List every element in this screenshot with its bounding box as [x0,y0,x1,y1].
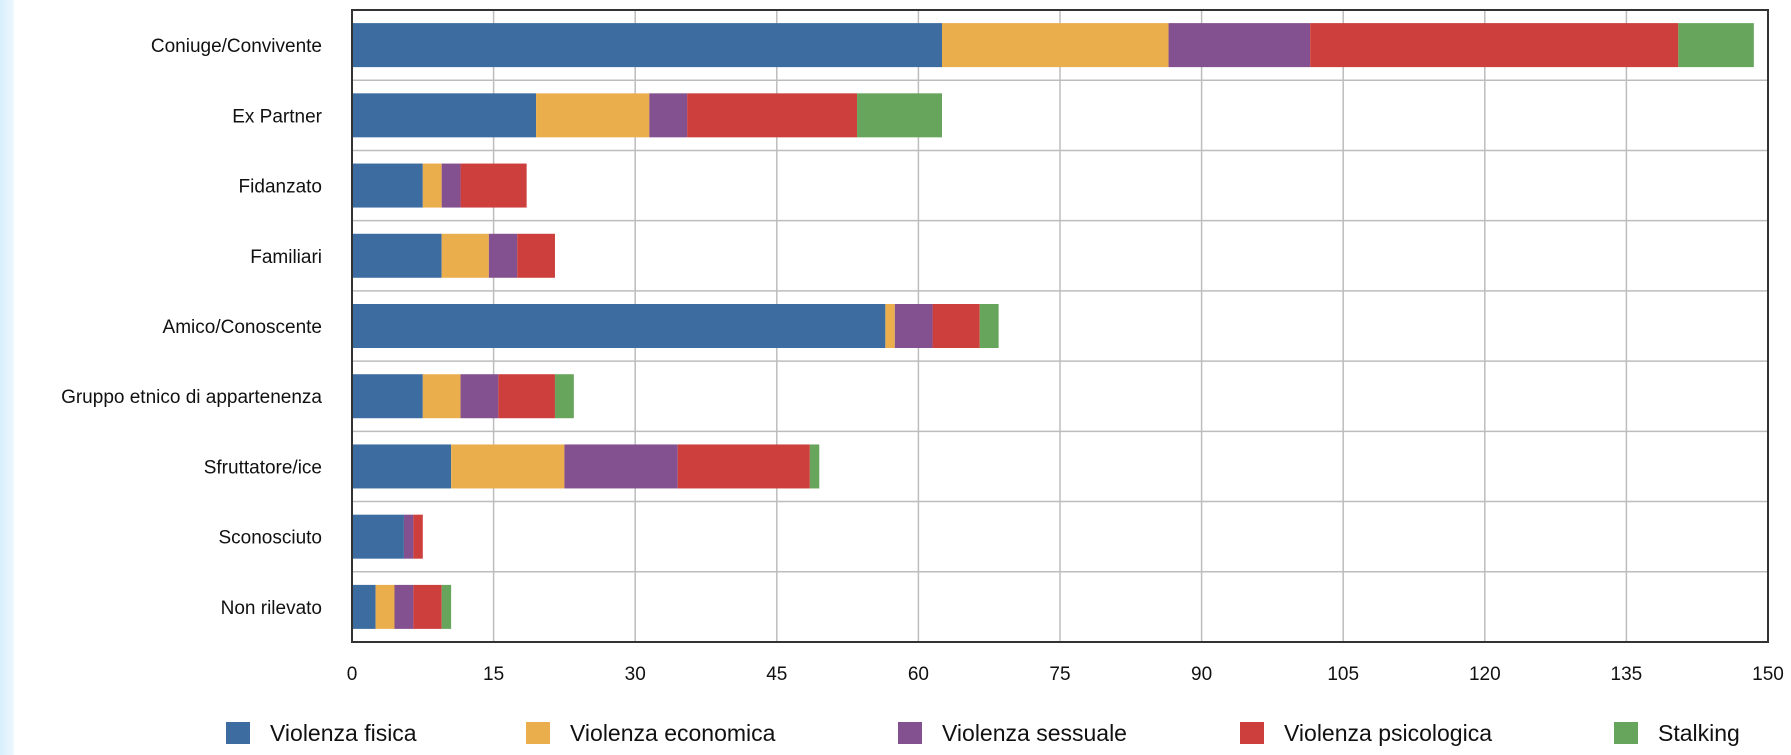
bar-segment [352,93,537,138]
bar-segment [536,93,650,138]
bar-segment [352,444,452,489]
bar-segment [885,304,895,348]
bar-segment [554,374,574,419]
legend-swatch [898,722,922,744]
bar-segment [413,514,423,559]
legend-label: Violenza sessuale [942,719,1127,746]
category-label: Familiari [250,247,322,268]
bar-segment [517,233,555,278]
legend-label: Violenza psicologica [1284,719,1492,746]
x-tick-label: 120 [1469,664,1501,685]
bar-segment [677,444,810,489]
legend-label: Violenza economica [570,719,776,746]
category-label: Sfruttatore/ice [204,457,322,478]
bar-segment [1678,23,1754,68]
legend-label: Violenza fisica [270,719,417,746]
legend-swatch [526,722,550,744]
left-edge-decoration [0,0,14,755]
legend-item: Stalking [1614,716,1740,750]
plot-frame [351,9,1769,643]
stacked-bar-chart: Coniuge/Convivente Ex Partner Fidanzato Fam… [61,9,1784,685]
bar-segment [932,304,980,348]
x-tick-label: 90 [1191,664,1212,685]
x-tick-label: 15 [483,664,504,685]
bar-segment [451,444,565,489]
bar-segment [979,304,999,348]
x-tick-label: 135 [1611,664,1643,685]
bar-segment [460,163,527,208]
legend-swatch [1240,722,1264,744]
legend-item: Violenza fisica [226,716,417,750]
legend: Violenza fisica Violenza economica Violenz… [0,716,1791,750]
bar-segment [403,514,414,559]
category-label: Non rilevato [221,598,322,619]
bar-segment [649,93,688,138]
category-label: Fidanzato [239,177,322,198]
bar-segment [687,93,858,138]
bar-segment [441,233,489,278]
category-label: Amico/Conoscente [163,317,322,338]
bar-segment [942,23,1169,68]
bar-segment [352,514,404,559]
category-labels: Coniuge/Convivente Ex Partner Fidanzato Fam… [61,36,323,619]
bar-segment [1168,23,1311,68]
bar-segment [564,444,678,489]
category-label: Ex Partner [232,106,322,127]
bar-segment [352,23,942,68]
legend-item: Violenza sessuale [898,716,1127,750]
bar-segment [488,233,518,278]
x-tick-label: 0 [347,664,358,685]
legend-swatch [1614,722,1638,744]
bar-segment [460,374,499,419]
x-tick-label: 150 [1752,664,1784,685]
bar-segment [352,584,376,629]
bar-segment [352,163,423,208]
category-label: Coniuge/Convivente [151,36,322,57]
x-tick-label: 105 [1327,664,1359,685]
legend-item: Violenza psicologica [1240,716,1492,750]
bar-segment [422,374,461,419]
bar-segment [857,93,942,138]
x-tick-label: 75 [1049,664,1070,685]
legend-swatch [226,722,250,744]
bars [352,23,1754,629]
bar-segment [894,304,933,348]
category-label: Sconosciuto [218,528,322,549]
legend-item: Violenza economica [526,716,775,750]
bar-segment [498,374,555,419]
x-tick-label: 30 [625,664,646,685]
x-tick-label: 45 [766,664,787,685]
bar-segment [394,584,414,629]
x-tick-label: 60 [908,664,929,685]
legend-label: Stalking [1658,719,1740,746]
bar-segment [352,374,423,419]
bar-segment [1310,23,1679,68]
x-axis-tick-labels: 0 15 30 45 60 75 90 105 120 135 150 [347,664,1784,685]
bar-segment [422,163,442,208]
bar-segment [441,163,461,208]
bar-segment [441,584,452,629]
bar-segment [352,233,442,278]
bar-segment [809,444,820,489]
bar-segment [352,304,886,348]
category-label: Gruppo etnico di appartenenza [61,387,322,408]
bar-segment [413,584,442,629]
bar-segment [375,584,395,629]
